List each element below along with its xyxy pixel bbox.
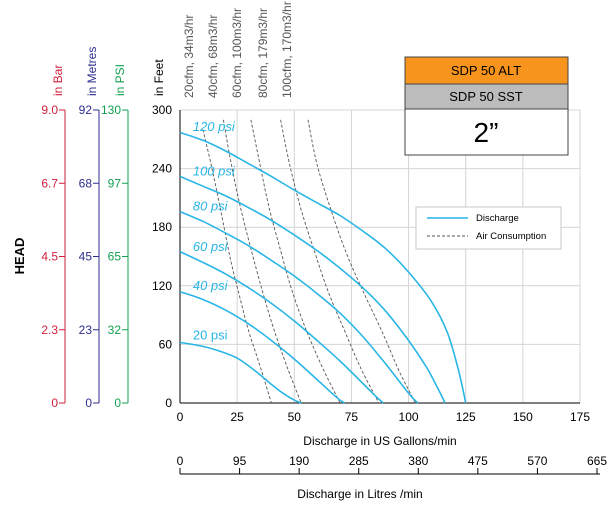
chart-labels: 120 psi 100 psi 80 psi 60 psi 40 psi 20 psi bbox=[193, 119, 236, 343]
x-tick-label: 175 bbox=[570, 410, 590, 424]
x-tick-label: 150 bbox=[513, 410, 533, 424]
series-label: 80 psi bbox=[193, 199, 229, 214]
metres-tick-label: 68 bbox=[79, 176, 93, 190]
series-label: 100 psi bbox=[193, 163, 236, 178]
model-alt-label: SDP 50 ALT bbox=[451, 63, 521, 78]
model-sst-label: SDP 50 SST bbox=[449, 89, 523, 104]
x-axis-title: Discharge in US Gallons/min bbox=[303, 434, 456, 448]
psi-axis-title: in PSI bbox=[113, 64, 127, 96]
feet-tick-label: 240 bbox=[152, 162, 172, 176]
size-cell bbox=[404, 108, 569, 156]
psi-tick-label: 97 bbox=[108, 176, 122, 190]
feet-tick-label: 180 bbox=[152, 220, 172, 234]
air-line bbox=[280, 119, 380, 404]
litres-tick-label: 0 bbox=[177, 454, 184, 468]
litres-tick-label: 570 bbox=[527, 454, 547, 468]
bar-tick-label: 6.7 bbox=[41, 176, 58, 190]
x-tick-label: 100 bbox=[399, 410, 419, 424]
air-consumption-lines: 20cfm, 34m3/hr 40cfm, 68m3/hr 60cfm, 100m3… bbox=[182, 1, 416, 404]
bar-tick-label: 0 bbox=[51, 396, 58, 410]
discharge-curve bbox=[179, 250, 384, 404]
feet-tick-label: 300 bbox=[152, 103, 172, 117]
psi-tick-label: 32 bbox=[108, 323, 122, 337]
x-tick-label: 50 bbox=[288, 410, 302, 424]
air-line-label: 20cfm, 34m3/hr bbox=[182, 15, 196, 98]
litres-axis-title: Discharge in Litres /min bbox=[297, 487, 422, 501]
discharge-curve bbox=[179, 210, 419, 404]
x-tick-label: 75 bbox=[345, 410, 359, 424]
air-line-label: 60cfm, 100m3/hr bbox=[230, 8, 244, 98]
discharge-curve bbox=[179, 341, 302, 404]
x-tick-label: 125 bbox=[456, 410, 476, 424]
series-label: 60 psi bbox=[193, 239, 229, 254]
litres-tick-label: 190 bbox=[289, 454, 309, 468]
axes: 0 60 120 180 240 300 in Feet 0 32 65 97 130 in PSI 0 2… bbox=[12, 47, 607, 501]
discharge-curves bbox=[179, 131, 467, 404]
legend-air-label: Air Consumption bbox=[476, 231, 546, 242]
air-line-label: 100cfm, 170m3/hr bbox=[280, 1, 294, 98]
size-label: 2” bbox=[474, 117, 499, 148]
litres-tick-label: 95 bbox=[233, 454, 247, 468]
bar-tick-label: 9.0 bbox=[41, 103, 58, 117]
feet-tick-label: 0 bbox=[165, 396, 172, 410]
series-label: 20 psi bbox=[193, 328, 228, 343]
model-info-box: SDP 50 ALT SDP 50 SST 2” bbox=[404, 56, 569, 156]
x-tick-label: 0 bbox=[177, 410, 184, 424]
metres-axis-title: in Metres bbox=[85, 47, 99, 96]
bar-tick-label: 2.3 bbox=[41, 323, 58, 337]
series-label: 40 psi bbox=[193, 278, 229, 293]
psi-tick-label: 0 bbox=[114, 396, 121, 410]
head-axis-label: HEAD bbox=[12, 238, 27, 275]
air-line-label: 40cfm, 68m3/hr bbox=[206, 15, 220, 98]
psi-tick-label: 130 bbox=[101, 103, 121, 117]
feet-axis-title: in Feet bbox=[152, 59, 166, 96]
air-line bbox=[307, 119, 416, 404]
litres-tick-label: 380 bbox=[408, 454, 428, 468]
metres-tick-label: 23 bbox=[79, 323, 93, 337]
legend: Discharge Air Consumption bbox=[415, 206, 562, 250]
feet-tick-label: 120 bbox=[152, 279, 172, 293]
legend-discharge-label: Discharge bbox=[476, 213, 519, 224]
metres-tick-label: 45 bbox=[79, 250, 93, 264]
discharge-curve bbox=[179, 175, 446, 404]
bar-axis-title: in Bar bbox=[51, 65, 65, 96]
air-line bbox=[202, 129, 272, 404]
litres-tick-label: 285 bbox=[349, 454, 369, 468]
metres-tick-label: 92 bbox=[79, 103, 93, 117]
series-label: 120 psi bbox=[193, 119, 236, 134]
air-line-label: 80cfm, 179m3/hr bbox=[256, 8, 270, 98]
air-line bbox=[222, 119, 302, 404]
litres-tick-label: 475 bbox=[468, 454, 488, 468]
psi-tick-label: 65 bbox=[108, 250, 122, 264]
model-sst-cell bbox=[404, 83, 569, 110]
bar-tick-label: 4.5 bbox=[41, 250, 58, 264]
legend-box bbox=[415, 206, 562, 250]
litres-tick-label: 665 bbox=[587, 454, 607, 468]
discharge-curve bbox=[179, 131, 467, 404]
metres-tick-label: 0 bbox=[85, 396, 92, 410]
feet-tick-label: 60 bbox=[159, 337, 173, 351]
x-tick-label: 25 bbox=[230, 410, 244, 424]
discharge-curve bbox=[179, 290, 346, 404]
